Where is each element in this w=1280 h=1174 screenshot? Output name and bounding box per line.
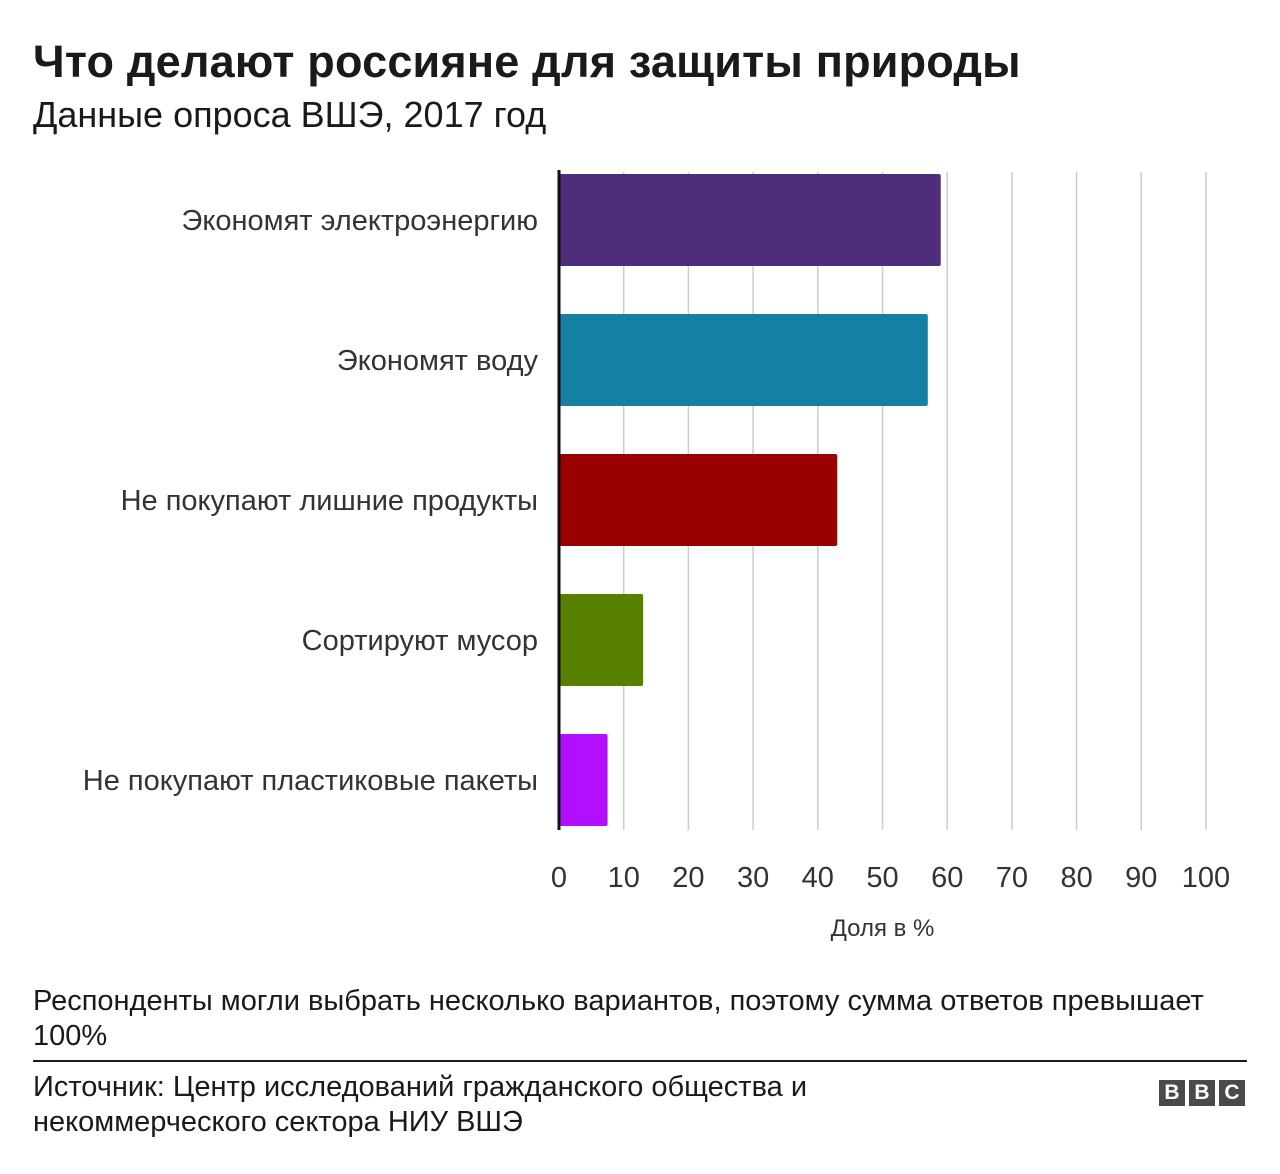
x-tick-label: 90 — [1125, 862, 1157, 894]
x-tick-label: 10 — [608, 862, 640, 894]
x-tick-label: 60 — [931, 862, 963, 894]
bbc-logo: B B C — [1159, 1080, 1245, 1106]
gridlines — [622, 172, 1207, 830]
chart-subtitle: Данные опроса ВШЭ, 2017 год — [33, 94, 547, 135]
category-label: Не покупают пластиковые пакеты — [83, 765, 538, 797]
bar — [559, 594, 644, 686]
x-tick-label: 0 — [551, 862, 567, 894]
category-label: Экономят электроэнергию — [182, 205, 538, 237]
category-label: Сортируют мусор — [302, 625, 538, 657]
bar — [559, 454, 838, 546]
bbc-logo-letter-1: B — [1159, 1080, 1185, 1106]
category-label: Экономят воду — [337, 345, 539, 377]
x-tick-label: 30 — [737, 862, 769, 894]
x-tick-labels: 0 10 20 30 40 50 60 70 80 90 100 — [551, 862, 1230, 894]
bar-chart: Экономят электроэнергию Экономят воду Не п… — [83, 170, 1230, 942]
footer-divider — [33, 1060, 1247, 1062]
bar — [559, 314, 928, 406]
x-tick-label: 20 — [672, 862, 704, 894]
x-tick-label: 70 — [996, 862, 1028, 894]
bar — [559, 734, 608, 826]
x-tick-label: 50 — [866, 862, 898, 894]
bars — [559, 174, 941, 826]
bbc-logo-letter-2: B — [1189, 1080, 1215, 1106]
x-tick-label: 40 — [802, 862, 834, 894]
bar — [559, 174, 941, 266]
category-labels: Экономят электроэнергию Экономят воду Не п… — [83, 205, 539, 797]
category-label: Не покупают лишние продукты — [121, 485, 538, 517]
bbc-logo-letter-3: C — [1219, 1080, 1245, 1106]
footnote: Респонденты могли выбрать несколько вари… — [33, 985, 1204, 1052]
x-tick-label: 100 — [1182, 862, 1230, 894]
x-tick-label: 80 — [1060, 862, 1092, 894]
chart-title: Что делают россияне для защиты природы — [33, 36, 1021, 87]
x-axis-title: Доля в % — [831, 915, 935, 942]
source-text: Источник: Центр исследований гражданског… — [33, 1071, 808, 1138]
